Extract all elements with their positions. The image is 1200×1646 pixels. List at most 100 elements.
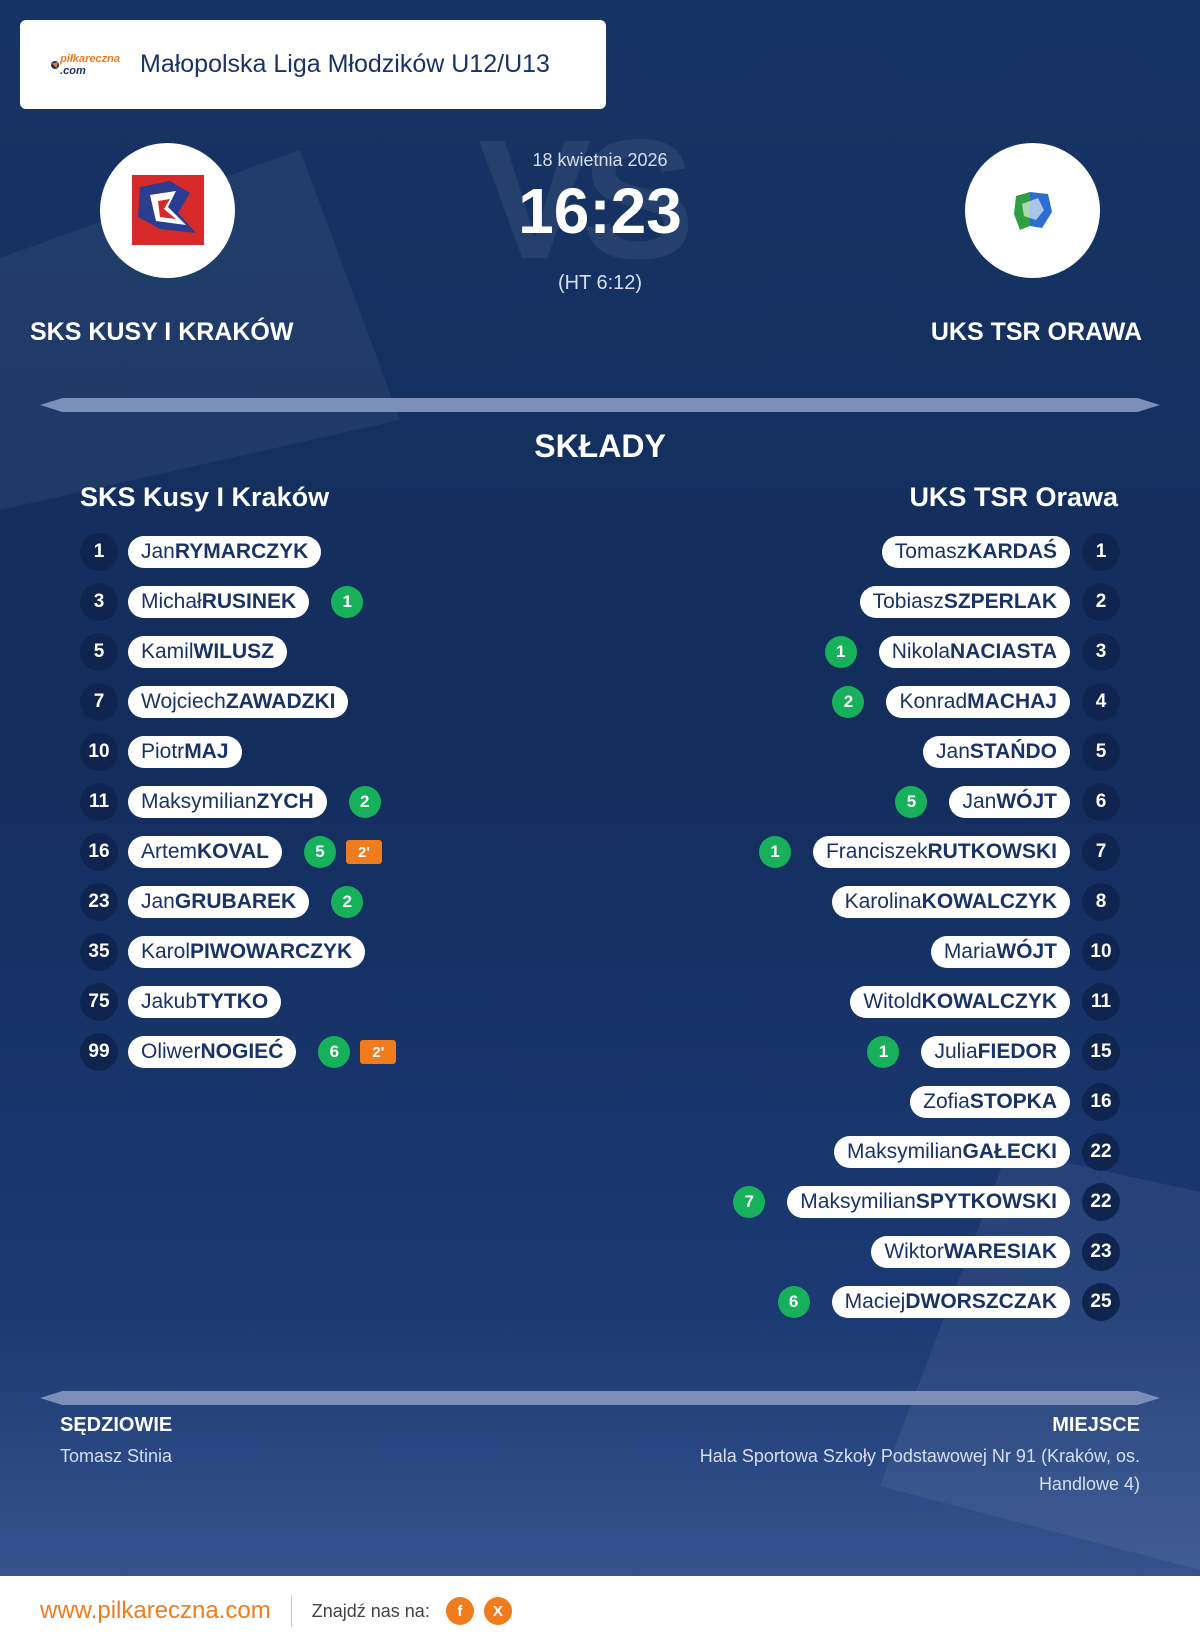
player-name[interactable]: Witold KOWALCZYK [850, 986, 1070, 1018]
goals-badge: 5 [303, 836, 336, 868]
player-name[interactable]: Karolina KOWALCZYK [831, 886, 1070, 918]
player-name[interactable]: Konrad MACHAJ [886, 686, 1070, 718]
vs-watermark: VS [478, 105, 695, 295]
player-number: 22 [1082, 1183, 1120, 1221]
player-row: Wiktor WARESIAK 23 [520, 1227, 1120, 1277]
player-last-name: DWORSZCZAK [905, 1290, 1057, 1313]
player-number: 6 [1082, 783, 1120, 821]
player-number: 2 [1082, 583, 1120, 621]
player-row: 6 Maciej DWORSZCZAK 25 [520, 1277, 1120, 1327]
player-name[interactable]: Kamil WILUSZ [128, 636, 287, 668]
player-name[interactable]: Karol PIWOWARCZYK [128, 936, 366, 968]
player-name[interactable]: Wojciech ZAWADZKI [128, 686, 349, 718]
goals-badge: 1 [758, 836, 791, 868]
player-last-name: NACIASTA [950, 640, 1057, 663]
player-name[interactable]: Maria WÓJT [930, 936, 1070, 968]
logo-text: piłkareczna .com [60, 52, 120, 77]
player-row: Tomasz KARDAŚ 1 [520, 527, 1120, 577]
player-name[interactable]: Michał RUSINEK [128, 586, 310, 618]
player-name[interactable]: Oliwer NOGIEĆ [128, 1036, 297, 1068]
player-name[interactable]: Nikola NACIASTA [878, 636, 1070, 668]
x-icon[interactable]: X [483, 1597, 512, 1625]
player-first-name: Piotr [141, 740, 185, 763]
player-number: 35 [80, 933, 118, 971]
player-number: 11 [1082, 983, 1120, 1021]
player-number: 1 [1082, 533, 1120, 571]
player-name[interactable]: Maciej DWORSZCZAK [831, 1286, 1070, 1318]
pilkareczna-logo[interactable]: piłkareczna .com [50, 50, 120, 80]
player-row: 1 Franciszek RUTKOWSKI 7 [520, 827, 1120, 877]
goals-badge: 2 [331, 886, 364, 918]
player-row: Karolina KOWALCZYK 8 [520, 877, 1120, 927]
away-lineup: Tomasz KARDAŚ 1 Tobiasz SZPERLAK 2 1 Nikola N… [520, 527, 1120, 1327]
site-link[interactable]: www.pilkareczna.com [40, 1597, 271, 1624]
player-name[interactable]: Jan WÓJT [949, 786, 1070, 818]
player-row: 1 Julia FIEDOR 15 [520, 1027, 1120, 1077]
player-number: 16 [80, 833, 118, 871]
player-row: Zofia STOPKA 16 [520, 1077, 1120, 1127]
league-header: piłkareczna .com Małopolska Liga Młodzikó… [20, 20, 606, 109]
player-name[interactable]: Franciszek RUTKOWSKI [812, 836, 1070, 868]
player-name[interactable]: Wiktor WARESIAK [871, 1236, 1070, 1268]
player-name[interactable]: Julia FIEDOR [921, 1036, 1070, 1068]
player-row: Witold KOWALCZYK 11 [520, 977, 1120, 1027]
player-name[interactable]: Jan RYMARCZYK [128, 536, 322, 568]
player-name[interactable]: Zofia STOPKA [910, 1086, 1070, 1118]
player-first-name: Maksymilian [141, 790, 257, 813]
divider [40, 1391, 1160, 1405]
player-first-name: Maria [943, 940, 997, 963]
player-name[interactable]: Tobiasz SZPERLAK [859, 586, 1070, 618]
player-first-name: Tobiasz [872, 590, 944, 613]
player-name[interactable]: Jakub TYTKO [128, 986, 282, 1018]
player-first-name: Maciej [844, 1290, 906, 1313]
player-name[interactable]: Maksymilian SPYTKOWSKI [787, 1186, 1070, 1218]
player-last-name: GRUBAREK [174, 890, 297, 913]
facebook-icon[interactable]: f [445, 1597, 474, 1625]
player-name[interactable]: Tomasz KARDAŚ [881, 536, 1070, 568]
player-row: 1 Jan RYMARCZYK [80, 527, 580, 577]
referees-value: Tomasz Stinia [60, 1446, 173, 1466]
player-row: 99 Oliwer NOGIEĆ 6 2' [80, 1027, 580, 1077]
goals-badge: 1 [331, 586, 364, 618]
player-number: 25 [1082, 1283, 1120, 1321]
player-row: Maksymilian GAŁECKI 22 [520, 1127, 1120, 1177]
away-team-name[interactable]: UKS TSR ORAWA [930, 318, 1142, 346]
player-row: Maria WÓJT 10 [520, 927, 1120, 977]
home-crest-icon [131, 174, 204, 245]
player-number: 10 [80, 733, 118, 771]
player-row: 75 Jakub TYTKO [80, 977, 580, 1027]
player-first-name: Konrad [899, 690, 968, 713]
player-name[interactable]: Artem KOVAL [128, 836, 282, 868]
player-last-name: RUTKOWSKI [927, 840, 1058, 863]
footer-separator [290, 1595, 292, 1627]
player-name[interactable]: Piotr MAJ [128, 736, 242, 768]
player-number: 11 [80, 783, 118, 821]
home-lineup-title: SKS Kusy I Kraków [80, 482, 330, 512]
venue-value: Hala Sportowa Szkoły Podstawowej Nr 91 (… [699, 1446, 1140, 1494]
player-name[interactable]: Maksymilian GAŁECKI [833, 1136, 1070, 1168]
home-lineup: 1 Jan RYMARCZYK 3 Michał RUSINEK 1 5 Kamil WIL… [80, 527, 580, 1077]
away-lineup-title: UKS TSR Orawa [909, 482, 1118, 512]
player-first-name: Jan [141, 540, 175, 563]
player-row: 23 Jan GRUBAREK 2 [80, 877, 580, 927]
halftime-score: (HT 6:12) [557, 272, 643, 294]
home-team-crest[interactable] [100, 143, 235, 278]
player-first-name: Maksymilian [846, 1140, 963, 1163]
player-first-name: Karolina [844, 890, 922, 913]
player-name[interactable]: Maksymilian ZYCH [128, 786, 327, 818]
player-last-name: TYTKO [197, 990, 269, 1013]
player-row: 10 Piotr MAJ [80, 727, 580, 777]
player-last-name: RYMARCZYK [174, 540, 309, 563]
penalty-badge: 2' [345, 840, 382, 864]
player-number: 4 [1082, 683, 1120, 721]
player-row: 5 Jan WÓJT 6 [520, 777, 1120, 827]
player-last-name: STOPKA [969, 1090, 1057, 1113]
home-team-name[interactable]: SKS KUSY I KRAKÓW [30, 318, 294, 346]
goals-badge: 2 [348, 786, 381, 818]
away-team-crest[interactable] [965, 143, 1100, 278]
player-last-name: KOVAL [197, 840, 269, 863]
player-name[interactable]: Jan STAŃDO [923, 736, 1070, 768]
player-last-name: WÓJT [996, 940, 1057, 963]
player-name[interactable]: Jan GRUBAREK [128, 886, 310, 918]
player-first-name: Wiktor [884, 1240, 944, 1263]
